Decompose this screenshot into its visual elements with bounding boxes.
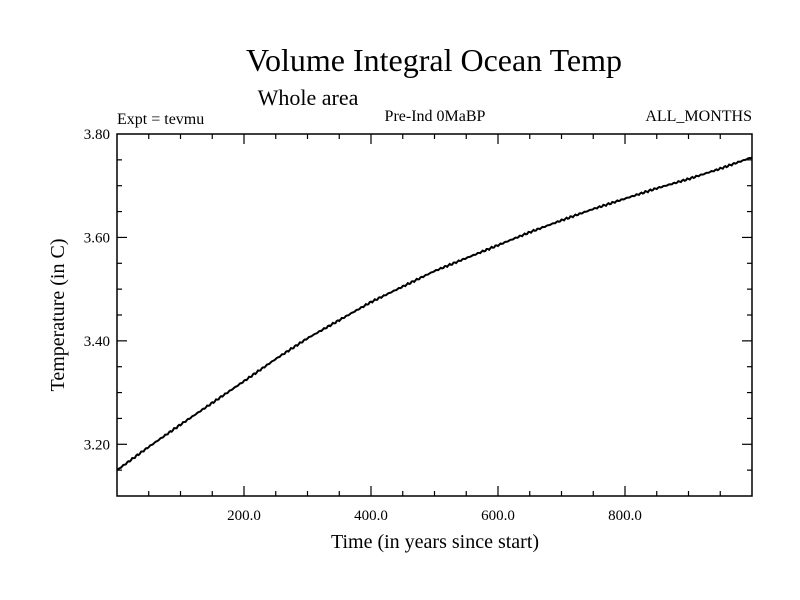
- plot-frame: [116, 133, 753, 497]
- series-line: [116, 156, 753, 471]
- period-label: Pre-Ind 0MaBP: [385, 108, 486, 125]
- y-tick-label: 3.40: [84, 334, 110, 350]
- y-tick-labels: 3.20 3.40 3.60 3.80: [84, 127, 110, 453]
- experiment-label: Expt = tevmu: [117, 111, 204, 128]
- y-tick-label: 3.80: [84, 127, 110, 143]
- x-tick-labels: 200.0 400.0 600.0 800.0: [227, 508, 642, 524]
- y-tick-label: 3.60: [84, 230, 110, 246]
- x-tick-label: 200.0: [227, 508, 261, 524]
- chart-title: Volume Integral Ocean Temp: [246, 42, 622, 78]
- y-tick-label: 3.20: [84, 437, 110, 453]
- x-tick-label: 800.0: [608, 508, 642, 524]
- x-tick-label: 600.0: [481, 508, 515, 524]
- tick-marks: [117, 134, 752, 496]
- months-label: ALL_MONTHS: [645, 108, 752, 125]
- chart-subtitle: Whole area: [258, 85, 359, 110]
- x-tick-label: 400.0: [354, 508, 388, 524]
- y-axis-label: Temperature (in C): [47, 239, 69, 392]
- x-axis-label: Time (in years since start): [331, 531, 539, 553]
